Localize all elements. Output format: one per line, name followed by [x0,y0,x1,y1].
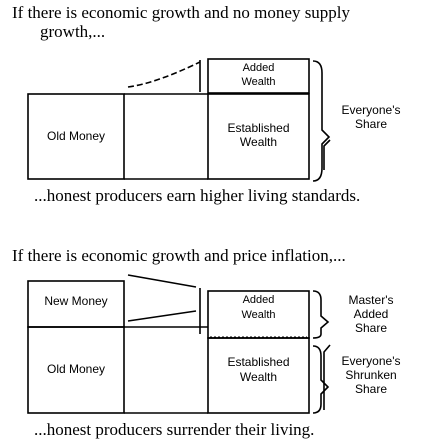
s2-masters-share-1: Master's [348,293,394,307]
s2-heading: If there is economic growth and price in… [12,246,346,265]
s1-old-money-label: Old Money [46,129,106,143]
s1-established-box [207,93,310,180]
s2-everyones-share-1: Everyone's [341,354,401,368]
s1-added-label-2: Wealth [241,76,276,88]
s1-heading-line2: growth,... [40,22,106,41]
s2-everyones-share-3: Share [354,382,388,396]
s2-bracket-lower-inner [323,344,331,410]
s1-old-money-box [27,93,125,180]
s2-added-label-1: Added [242,294,275,306]
s2-wedge-upper [127,274,197,288]
s2-conclusion: ...honest producers surrender their livi… [34,420,315,439]
s1-added-box [207,58,310,94]
s2-everyones-share-2: Shrunken [345,368,397,382]
s2-old-money-label: Old Money [46,362,106,376]
s2-old-money-box [27,326,125,414]
s1-established-label-2: Wealth [239,135,278,149]
s1-established-label-1: Established [227,121,290,135]
s2-established-label-2: Wealth [239,370,278,384]
s2-masters-share-2: Added [353,307,389,321]
s2-established-box [207,337,310,414]
s2-masters-share-3: Share [354,321,388,335]
s2-bracket-lower [312,345,330,414]
s1-conclusion: ...honest producers earn higher living s… [34,186,361,205]
s1-added-label-1: Added [242,62,275,74]
s1-dashed-line [127,61,201,88]
s1-everyones-share-2: Share [354,117,388,131]
s2-wedge-lower [127,310,197,322]
s2-added-label-2: Wealth [241,309,276,321]
s1-brace-inner [323,139,331,170]
s1-heading-line1: If there is economic growth and no money… [12,3,351,22]
s2-new-money-label: New Money [44,294,108,308]
s1-everyones-share-1: Everyone's [341,103,401,117]
s1-bracket-right [312,60,331,182]
s2-bracket-upper [312,290,330,339]
s2-established-label-1: Established [227,355,290,369]
